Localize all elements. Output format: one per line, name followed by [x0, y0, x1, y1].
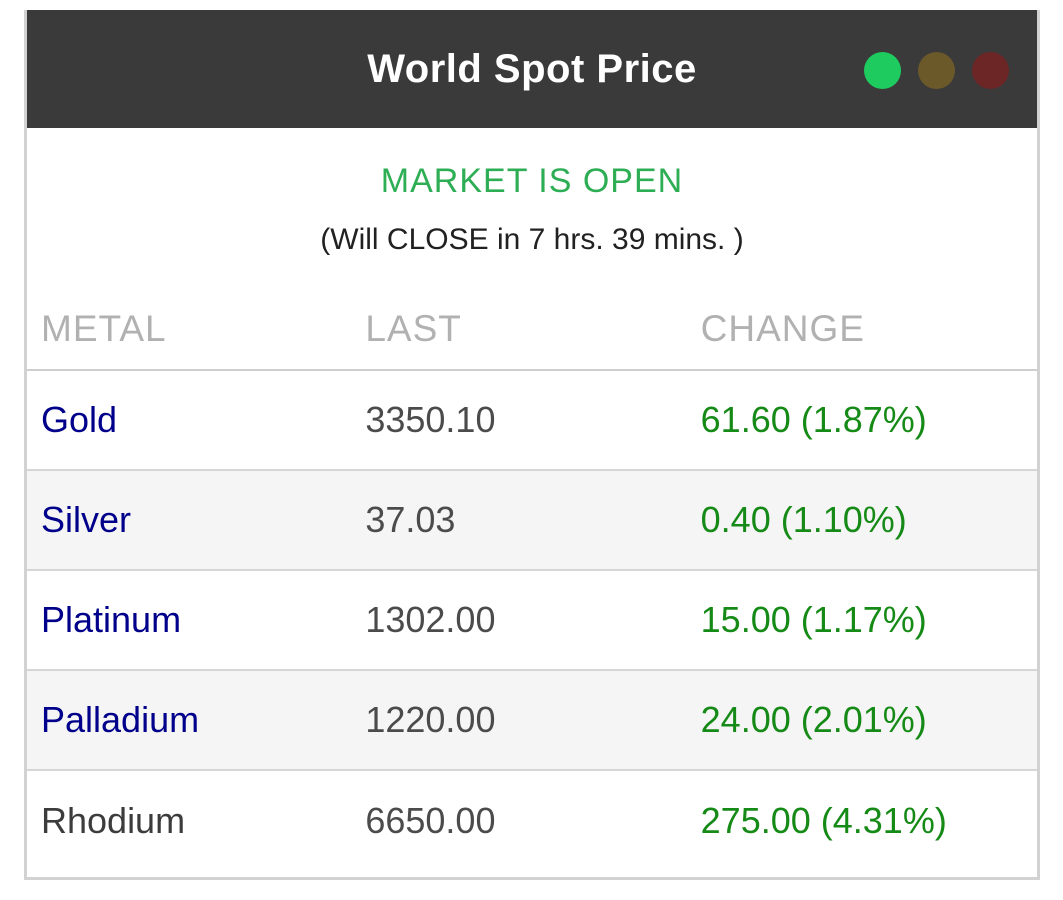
table-row: Palladium 1220.00 24.00 (2.01%): [27, 671, 1037, 771]
table-row: Platinum 1302.00 15.00 (1.17%): [27, 571, 1037, 671]
price-change: 24.00 (2.01%): [700, 699, 927, 740]
titlebar: World Spot Price: [27, 10, 1037, 128]
price-change: 275.00 (4.31%): [700, 800, 947, 841]
closed-light-icon: [972, 52, 1009, 89]
last-price: 37.03: [365, 499, 456, 540]
market-status-block: MARKET IS OPEN (Will CLOSE in 7 hrs. 39 …: [27, 128, 1037, 289]
widget-title: World Spot Price: [367, 46, 697, 91]
table-header-row: METAL LAST CHANGE: [27, 289, 1037, 371]
world-spot-price-widget: World Spot Price MARKET IS OPEN (Will CL…: [24, 10, 1040, 880]
price-change: 61.60 (1.87%): [700, 399, 927, 440]
column-header-last: LAST: [365, 308, 462, 349]
last-price: 1220.00: [365, 699, 496, 740]
market-status-lights: [864, 52, 1009, 89]
metal-link[interactable]: Silver: [41, 499, 132, 540]
table-row: Silver 37.03 0.40 (1.10%): [27, 471, 1037, 571]
metal-link[interactable]: Gold: [41, 399, 118, 440]
table-row: Rhodium 6650.00 275.00 (4.31%): [27, 771, 1037, 871]
metal-label: Rhodium: [41, 800, 186, 841]
last-price: 3350.10: [365, 399, 496, 440]
price-change: 15.00 (1.17%): [700, 599, 927, 640]
table-body: Gold 3350.10 61.60 (1.87%) Silver 37.03 0.40 …: [27, 371, 1037, 871]
last-price: 6650.00: [365, 800, 496, 841]
market-state-text: MARKET IS OPEN: [380, 162, 684, 200]
last-price: 1302.00: [365, 599, 496, 640]
metal-link[interactable]: Platinum: [41, 599, 182, 640]
table-row: Gold 3350.10 61.60 (1.87%): [27, 371, 1037, 471]
price-change: 0.40 (1.10%): [700, 499, 907, 540]
caution-light-icon: [918, 52, 955, 89]
market-close-countdown: (Will CLOSE in 7 hrs. 39 mins. ): [320, 223, 744, 256]
metal-link[interactable]: Palladium: [41, 699, 200, 740]
open-light-icon: [864, 52, 901, 89]
column-header-change: CHANGE: [700, 308, 865, 349]
column-header-metal: METAL: [41, 308, 167, 349]
